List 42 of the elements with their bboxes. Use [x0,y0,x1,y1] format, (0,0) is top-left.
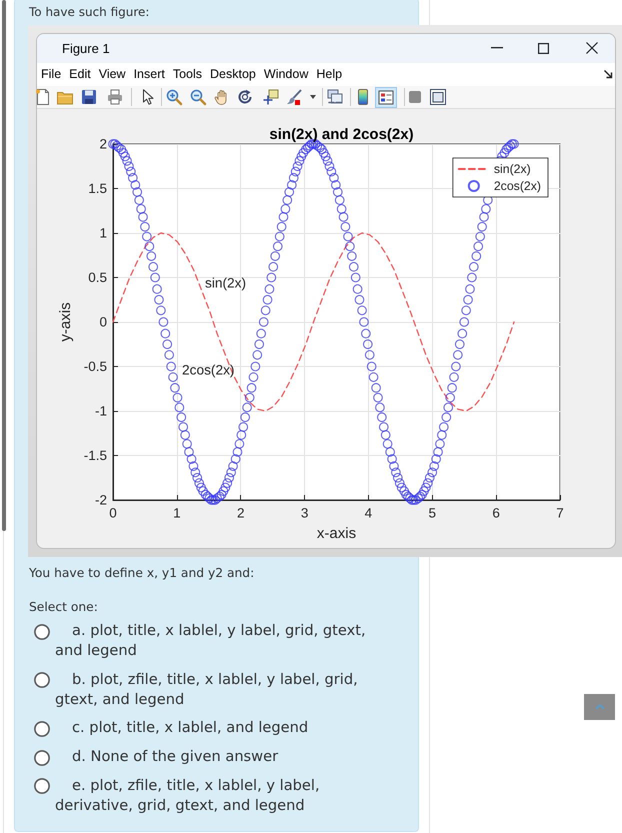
x-axis-title: x-axis [316,525,356,542]
y-tick-label: 1.5 [88,181,107,196]
y-tick-label: 0.5 [88,270,107,285]
text: Tools [172,66,202,82]
annotation: 2cos(2x) [182,362,234,378]
text: b. plot, zfile, title, x lablel, y label, grid, gtext, and legend [55,670,359,710]
text: Desktop [210,66,256,82]
x-tick-label: 2 [236,506,244,520]
text: File [41,66,62,82]
legend-label: 2cos(2x) [494,179,542,193]
text: d. None of the given answer [71,747,280,767]
text: c. plot, title, x lablel, and legend [71,718,310,738]
y-tick-label: -1.5 [84,448,107,463]
text: View [98,66,126,82]
text: e. plot, zfile, title, x lablel, y label, derivative, grid, gtext, and legend [55,776,321,816]
text: Window [264,66,308,82]
legend-label: sin(2x) [494,162,531,176]
line-series [112,232,515,412]
x-tick-label: 1 [173,506,181,520]
text: Insert [134,66,165,82]
annotation: sin(2x) [205,276,246,290]
x-tick-label: 7 [556,506,564,520]
text: To have such figure: [29,4,150,20]
text: a. plot, title, x lablel, y label, grid, gtext, and legend [55,621,367,662]
x-tick-label: 0 [109,506,117,520]
y-tick-label: -0.5 [84,359,107,374]
y-tick-label: 2 [99,136,107,152]
y-tick-label: -1 [94,404,107,418]
y-axis-title: y-axis [56,302,74,342]
caption: Figure 1 [62,41,110,57]
x-tick-label: 6 [492,506,500,520]
text: Select one: [29,599,98,615]
x-tick-label: 5 [428,506,436,520]
y-tick-label: 0 [99,314,107,330]
text: Edit [69,66,91,82]
y-tick-label: -2 [94,492,107,508]
y-tick-label: 1 [99,226,107,240]
text: You have to define x, y1 and y2 and: [29,565,254,581]
chart-title: sin(2x) and 2cos(2x) [269,126,414,143]
x-tick-label: 3 [300,506,308,520]
x-tick-label: 4 [364,506,373,520]
text: Help [316,66,342,82]
